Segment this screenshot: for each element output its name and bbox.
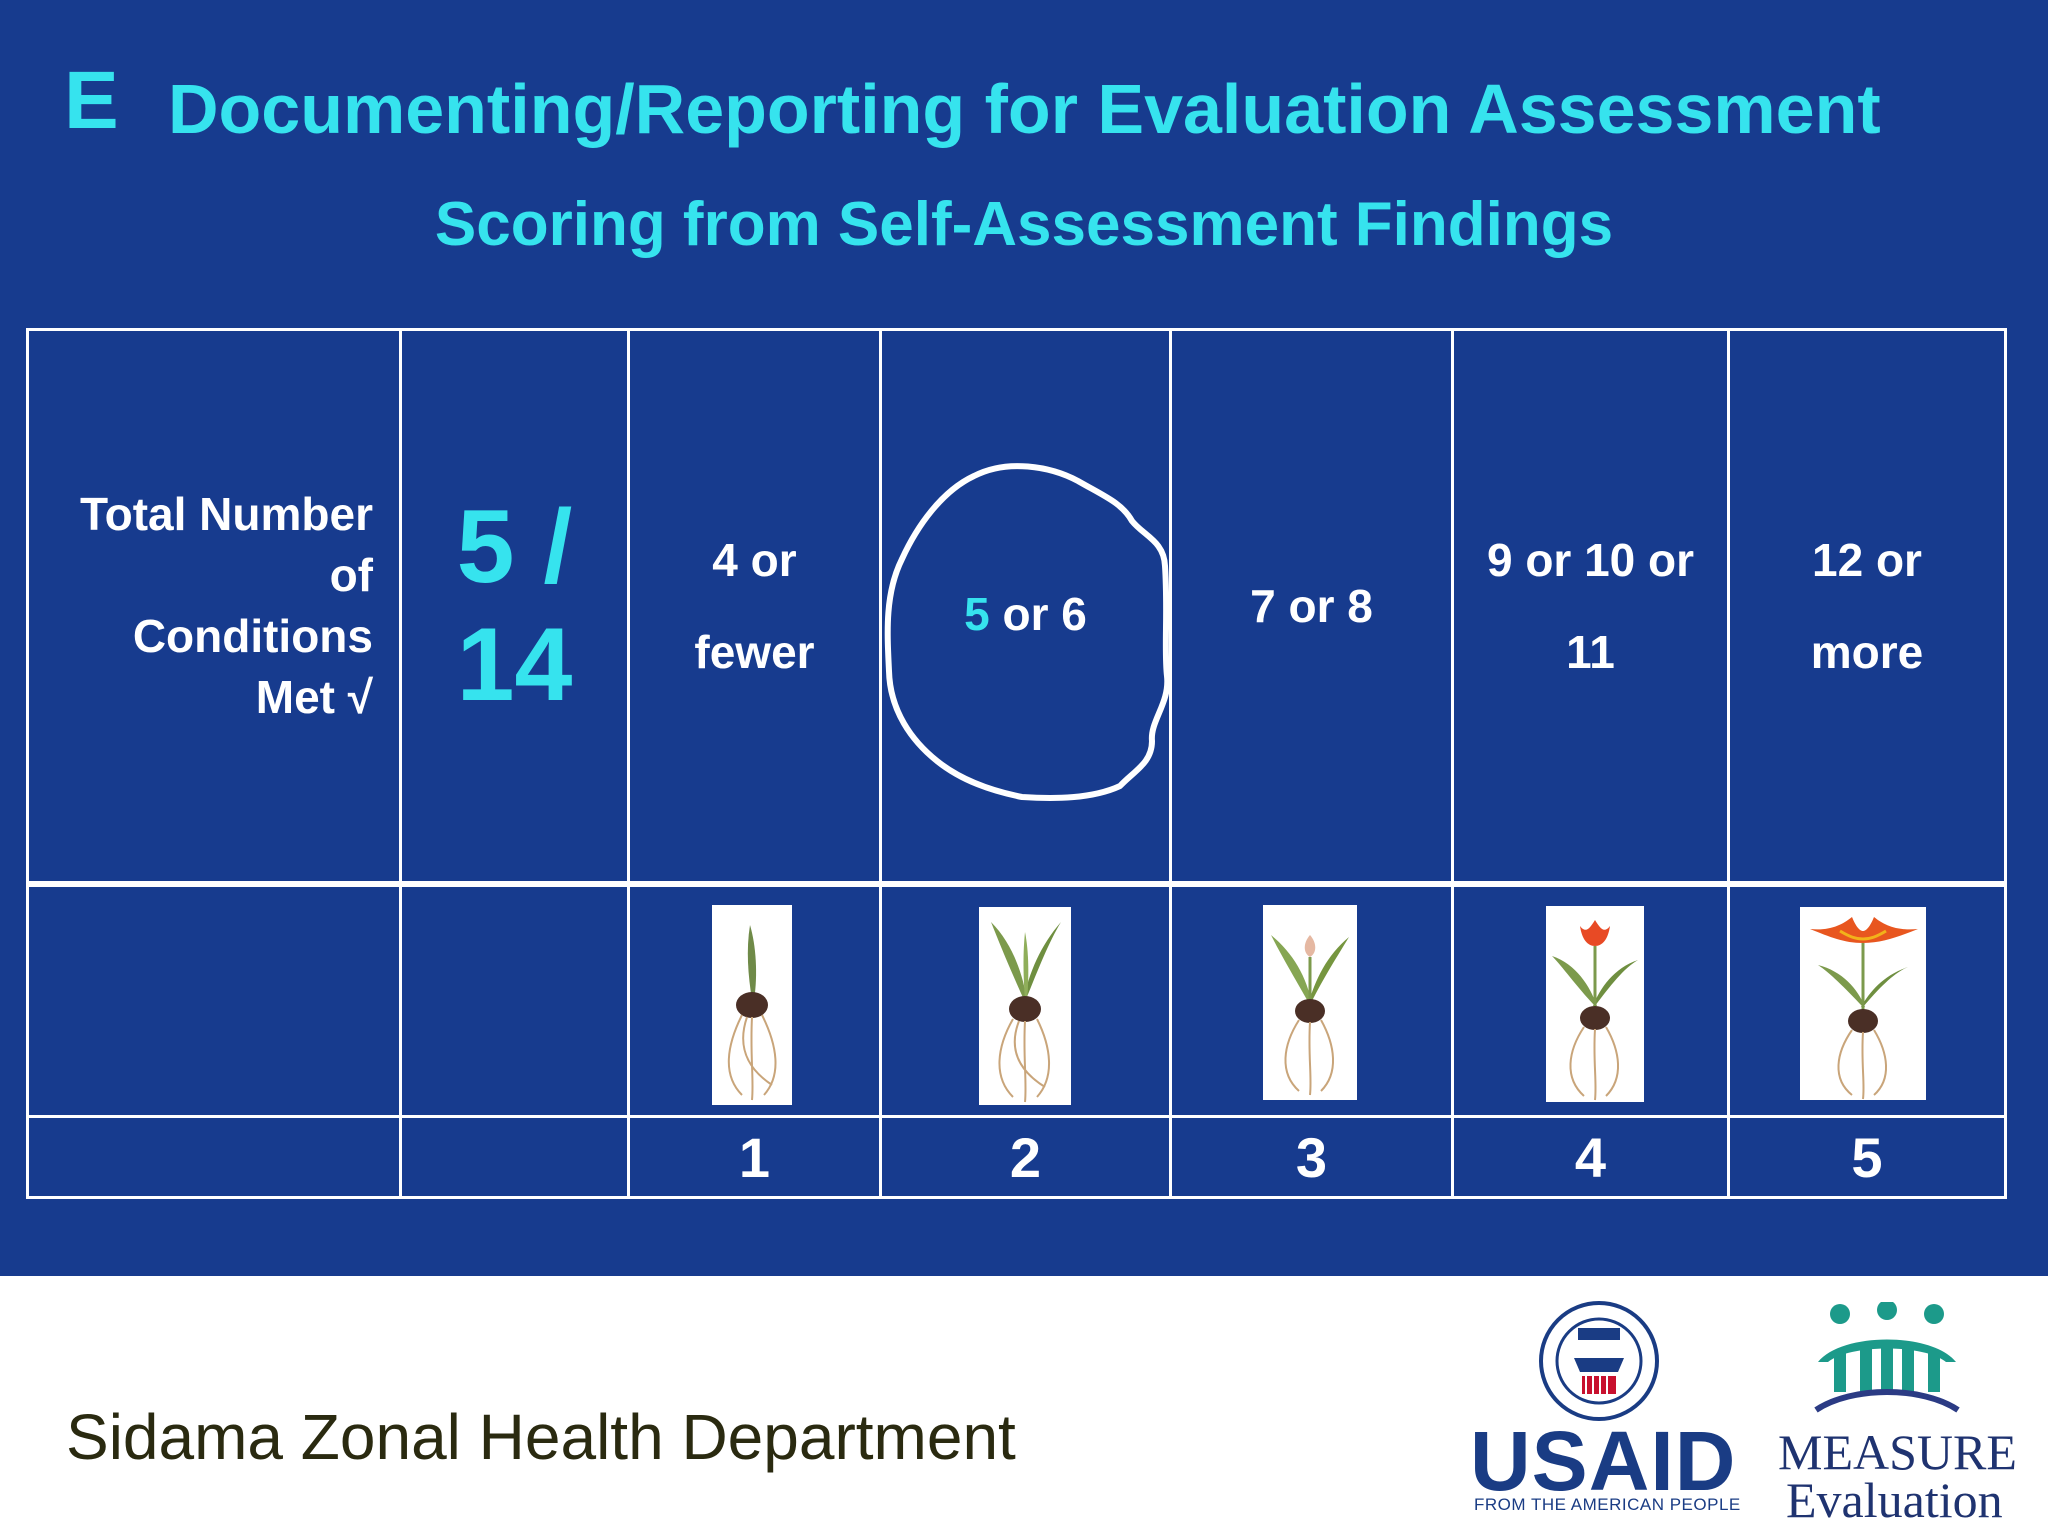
ratio-line: 5 / xyxy=(456,489,573,605)
range-label: 4 or fewer xyxy=(694,514,814,698)
range-highlight: 5 xyxy=(964,588,990,640)
table-col-line xyxy=(399,328,402,1199)
table-divider xyxy=(26,1115,2007,1118)
section-letter: E xyxy=(64,55,119,146)
range-cell-5: 12 or more xyxy=(1730,331,2004,881)
table-col-line xyxy=(2004,328,2007,1199)
conditions-label-line: of xyxy=(329,549,373,601)
range-label: 5 or 6 xyxy=(964,568,1087,660)
conditions-label-line: Conditions xyxy=(132,610,373,662)
slide-background: E Documenting/Reporting for Evaluation A… xyxy=(0,0,2048,1276)
evaluation-logo: Evaluation xyxy=(1786,1472,2003,1528)
range-line: fewer xyxy=(694,626,815,678)
table-col-line xyxy=(879,328,882,1199)
ratio-line: 14 xyxy=(456,607,573,723)
range-line: 9 or 10 or xyxy=(1486,534,1695,586)
usaid-logo: USAID xyxy=(1470,1414,1737,1508)
bulb-leaves-icon xyxy=(979,907,1071,1105)
range-label: 9 or 10 or 11 xyxy=(1487,514,1694,698)
range-label: 7 or 8 xyxy=(1250,560,1373,652)
usaid-seal-icon xyxy=(1539,1301,1659,1421)
range-line: 12 or xyxy=(1812,534,1922,586)
range-line: 4 or xyxy=(712,534,797,586)
table-border-top xyxy=(26,328,2007,331)
conditions-label: Total Number of Conditions Met √ xyxy=(80,484,373,728)
range-line: more xyxy=(1810,626,1924,678)
score-cell-3: 3 xyxy=(1295,1125,1328,1189)
range-label: 12 or more xyxy=(1811,514,1923,698)
hand-drawn-circle-icon xyxy=(884,463,1169,801)
range-cell-3: 7 or 8 xyxy=(1172,331,1451,881)
score-cell-2: 2 xyxy=(1009,1125,1042,1189)
conditions-ratio: 5 / 14 xyxy=(457,488,573,724)
slide-title: Documenting/Reporting for Evaluation Ass… xyxy=(168,70,1881,148)
table-col-line xyxy=(1169,328,1172,1199)
table-col-line xyxy=(1451,328,1454,1199)
conditions-label-line: Met √ xyxy=(255,671,373,723)
measure-people-icon xyxy=(1814,1302,1960,1413)
table-divider-thick xyxy=(26,881,2007,887)
usaid-tagline: FROM THE AMERICAN PEOPLE xyxy=(1474,1495,1741,1514)
measure-logo: MEASURE xyxy=(1778,1424,2017,1480)
department-name: Sidama Zonal Health Department xyxy=(66,1401,1016,1473)
title-row: E Documenting/Reporting for Evaluation A… xyxy=(0,42,2048,162)
range-cell-2: 5 or 6 xyxy=(882,331,1169,881)
score-cell-5: 5 xyxy=(1851,1125,1883,1189)
ratio-cell: 5 / 14 xyxy=(402,331,627,881)
range-cell-4: 9 or 10 or 11 xyxy=(1454,331,1727,881)
range-line: 11 xyxy=(1566,626,1615,678)
bulb-bud-icon xyxy=(1263,905,1357,1100)
bulb-sprout-icon xyxy=(712,905,792,1105)
table-col-line xyxy=(627,328,630,1199)
table-col-line xyxy=(1727,328,1730,1199)
table-border-bottom xyxy=(26,1196,2007,1199)
score-cell-1: 1 xyxy=(738,1125,771,1189)
table-col-line xyxy=(26,328,29,1199)
range-line: 7 or 8 xyxy=(1250,580,1373,632)
conditions-label-cell: Total Number of Conditions Met √ xyxy=(29,331,373,881)
tulip-opening-icon xyxy=(1546,906,1644,1102)
score-cell-4: 4 xyxy=(1574,1125,1607,1189)
slide-subtitle: Scoring from Self-Assessment Findings xyxy=(434,190,1614,259)
tulip-bloom-icon xyxy=(1800,907,1926,1100)
conditions-label-line: Total Number xyxy=(79,488,373,540)
range-rest: or 6 xyxy=(989,588,1087,640)
range-cell-1: 4 or fewer xyxy=(630,331,879,881)
